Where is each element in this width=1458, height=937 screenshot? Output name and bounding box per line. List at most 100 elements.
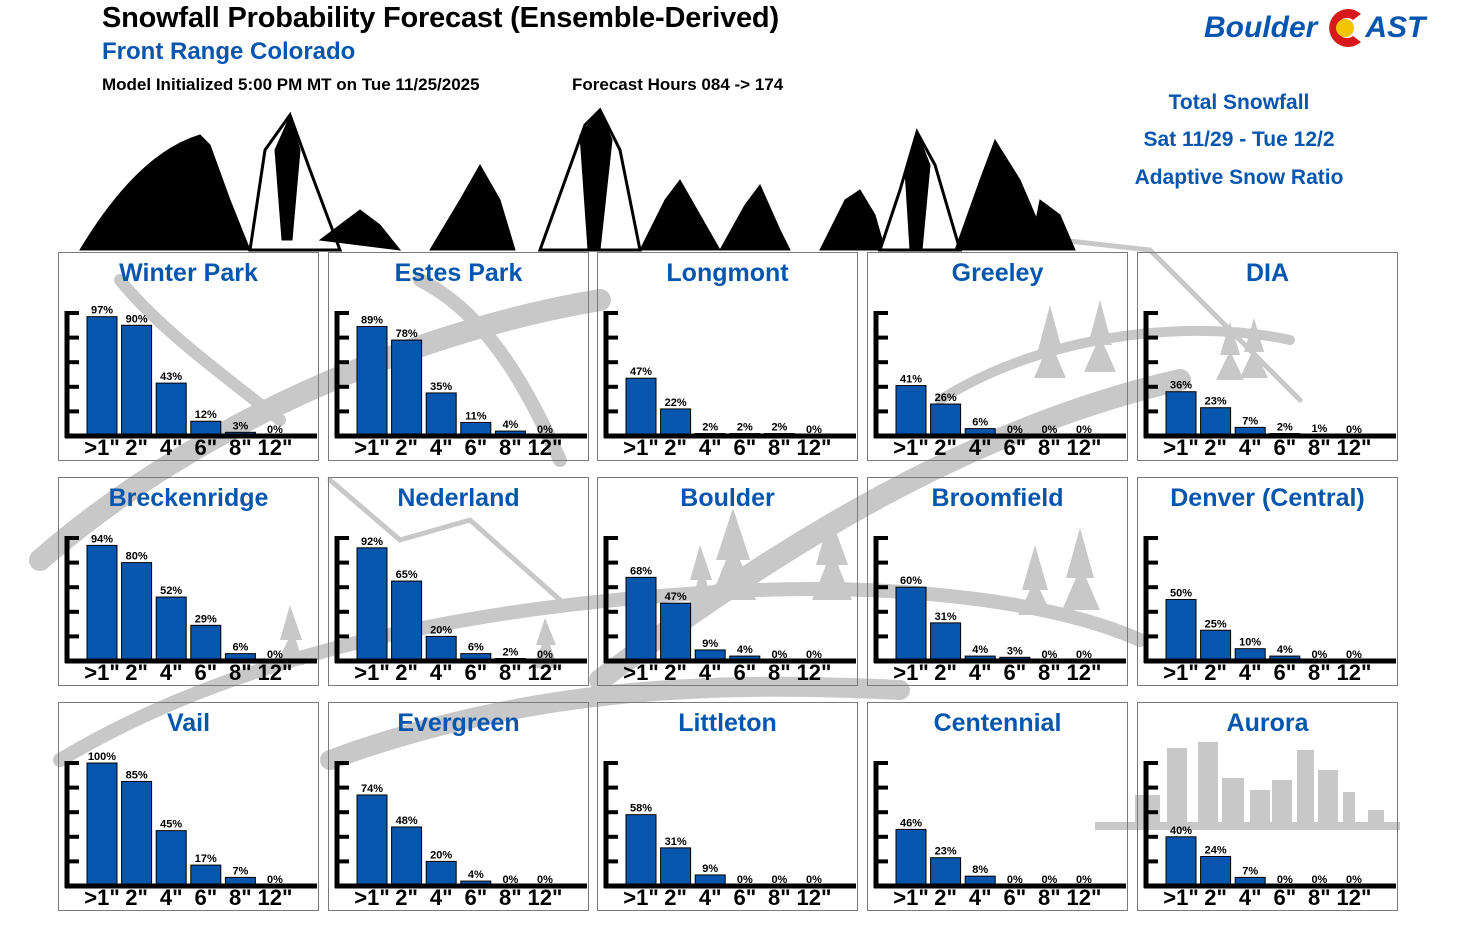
x-axis-tick-label: 12" (796, 885, 832, 910)
bar-value-label: 0% (771, 874, 787, 886)
bar-chart: 97% 90% 43% 12% 3% 0% (64, 305, 317, 439)
mountain-silhouettes (79, 107, 1076, 252)
x-axis-tick-label: 2" (664, 885, 687, 910)
bar-value-label: 58% (630, 803, 652, 815)
bar (391, 339, 423, 437)
bar-value-label: 3% (232, 420, 248, 432)
bar (1165, 836, 1197, 887)
bar-value-label: 0% (1277, 874, 1293, 886)
forecast-panel: Estes Park 89% 78% 35% 11% 4% 0% >1" 2" 4" 6" 8" 12" (328, 252, 589, 461)
bar (356, 547, 388, 662)
panel-title: Littleton (678, 709, 777, 737)
bar-value-label: 40% (1170, 825, 1192, 837)
x-axis-tick-label: 4" (1238, 660, 1262, 685)
x-axis-tick-label: 6" (1273, 660, 1297, 685)
bar-value-label: 0% (1007, 424, 1023, 436)
panel-title: Winter Park (119, 259, 258, 287)
bar (121, 324, 153, 437)
x-axis-tick-label: 8" (229, 435, 252, 460)
bar-value-label: 47% (665, 591, 687, 603)
bar-value-label: 78% (396, 328, 418, 340)
bar-value-label: 0% (771, 649, 787, 661)
bar (155, 830, 187, 887)
forecast-panel: Breckenridge 94% 80% 52% 29% 6% 0% >1" 2" 4" 6" 8" 1… (58, 477, 319, 686)
x-axis-tick-label: 12" (1336, 660, 1372, 685)
x-axis-tick-label: >1" (1163, 435, 1199, 460)
bar-chart: 89% 78% 35% 11% 4% 0% (334, 311, 587, 439)
bar-value-label: 89% (361, 315, 383, 327)
bar-value-label: 10% (1239, 637, 1261, 649)
x-axis-tick-label: 4" (429, 660, 453, 685)
bar-value-label: 0% (1076, 874, 1092, 886)
bar-value-label: 50% (1170, 588, 1192, 600)
x-axis-tick-label: >1" (84, 885, 120, 910)
x-axis-tick-label: 12" (1066, 435, 1102, 460)
x-axis-tick-label: >1" (1163, 885, 1199, 910)
x-axis-tick-label: 8" (1038, 660, 1061, 685)
panel-title: Breckenridge (108, 484, 269, 512)
bar-value-label: 6% (468, 642, 484, 654)
x-axis-tick-label: 6" (194, 660, 218, 685)
bar-value-label: 4% (737, 644, 753, 656)
x-axis-tick-label: 8" (499, 660, 522, 685)
panel-title: Nederland (397, 484, 520, 512)
bar-value-label: 0% (1041, 424, 1057, 436)
x-axis-tick-label: 4" (429, 885, 453, 910)
x-axis-tick-label: >1" (354, 660, 390, 685)
x-axis-tick-label: 2" (664, 435, 687, 460)
bar-value-label: 1% (1311, 423, 1327, 435)
x-axis-tick-label: 6" (1003, 435, 1027, 460)
x-axis-tick-label: >1" (893, 660, 929, 685)
bar (425, 392, 457, 437)
x-axis-tick-label: >1" (623, 660, 659, 685)
bar-value-label: 0% (806, 874, 822, 886)
forecast-panel: Vail 100% 85% 45% 17% 7% 0% >1" 2" 4" 6" 8" 12" (58, 702, 319, 911)
x-axis-tick-label: 4" (159, 435, 183, 460)
bar-value-label: 9% (702, 863, 718, 875)
x-axis-tick-label: 6" (733, 885, 757, 910)
forecast-panel: Aurora 40% 24% 7% 0% 0% 0% >1" 2" 4" 6" 8" 12" (1137, 702, 1398, 911)
x-axis-tick-label: 8" (1038, 435, 1061, 460)
x-axis-tick-label: 12" (1066, 660, 1102, 685)
bar-value-label: 23% (935, 846, 957, 858)
bar-value-label: 43% (160, 371, 182, 383)
forecast-panel: Evergreen 74% 48% 20% 4% 0% 0% >1" 2" 4" 6" 8" 12" (328, 702, 589, 911)
forecast-panel: Centennial 46% 23% 8% 0% 0% 0% >1" 2" 4" 6" 8" 12" (867, 702, 1128, 911)
x-axis-tick-label: 12" (796, 435, 832, 460)
bar-value-label: 0% (1041, 874, 1057, 886)
info-snow-ratio: Adaptive Snow Ratio (1134, 166, 1344, 189)
bar-value-label: 9% (702, 638, 718, 650)
bar-value-label: 46% (900, 817, 922, 829)
x-axis-tick-label: 2" (395, 660, 418, 685)
bar-value-label: 7% (232, 865, 248, 877)
bar-value-label: 26% (935, 392, 957, 404)
bar (86, 316, 118, 437)
bar (1200, 855, 1232, 887)
x-axis-tick-label: >1" (84, 660, 120, 685)
x-axis-tick-label: 6" (1273, 435, 1297, 460)
forecast-panel: DIA 36% 23% 7% 2% 1% 0% >1" 2" 4" 6" 8" 12" (1137, 252, 1398, 461)
panel-title: Aurora (1226, 709, 1309, 737)
bar-value-label: 92% (361, 536, 383, 548)
bar-value-label: 31% (935, 611, 957, 623)
x-axis-tick-label: 6" (194, 435, 218, 460)
page-title: Snowfall Probability Forecast (Ensemble-… (102, 2, 779, 34)
bar (660, 847, 692, 887)
bar (1165, 391, 1197, 437)
bar-value-label: 0% (1311, 649, 1327, 661)
bar-value-label: 0% (1311, 874, 1327, 886)
x-axis-tick-label: 4" (968, 435, 992, 460)
bar-chart: 36% 23% 7% 2% 1% 0% (1143, 311, 1396, 439)
bar-value-label: 100% (88, 751, 116, 763)
tree-silhouettes (276, 300, 1268, 668)
x-axis-tick-label: 12" (796, 660, 832, 685)
bar-value-label: 23% (1205, 396, 1227, 408)
bar-value-label: 29% (195, 613, 217, 625)
bar (895, 586, 927, 662)
bar (190, 864, 222, 887)
bar-value-label: 7% (1242, 865, 1258, 877)
bar (930, 622, 962, 662)
bar-value-label: 0% (537, 649, 553, 661)
bar-value-label: 6% (972, 417, 988, 429)
x-axis-tick-label: 8" (1038, 885, 1061, 910)
